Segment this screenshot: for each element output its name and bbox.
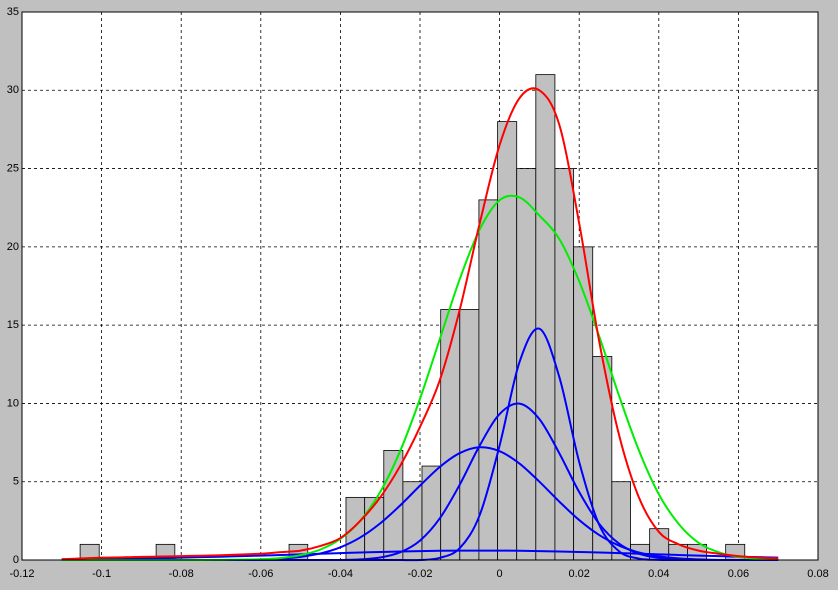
histogram-bar — [345, 496, 366, 561]
fit-curve — [61, 87, 779, 561]
histogram-bar — [497, 121, 518, 561]
x-tick-label: -0.02 — [407, 568, 432, 580]
x-tick-label: 0.02 — [568, 568, 589, 580]
fit-curve — [61, 549, 779, 561]
x-tick-label: -0.1 — [92, 568, 111, 580]
x-tick-label: -0.06 — [248, 568, 273, 580]
y-tick-label: 15 — [7, 319, 19, 331]
y-tick-label: 0 — [13, 554, 19, 566]
y-tick-label: 20 — [7, 241, 19, 253]
plot-frame — [21, 11, 819, 561]
x-tick-label: -0.04 — [328, 568, 353, 580]
x-tick-label: 0.06 — [728, 568, 749, 580]
plot-layer — [21, 11, 819, 562]
x-tick-label: 0 — [497, 568, 503, 580]
y-tick-label: 5 — [13, 476, 19, 488]
histogram-bar — [478, 199, 499, 561]
y-tick-label: 25 — [7, 162, 19, 174]
x-tick-label: 0.08 — [807, 568, 828, 580]
x-tick-label: -0.12 — [9, 568, 34, 580]
x-tick-label: -0.08 — [169, 568, 194, 580]
y-tick-label: 30 — [7, 84, 19, 96]
plot-area — [22, 12, 818, 560]
y-tick-label: 35 — [7, 6, 19, 18]
y-tick-label: 10 — [7, 397, 19, 409]
x-tick-label: 0.04 — [648, 568, 669, 580]
